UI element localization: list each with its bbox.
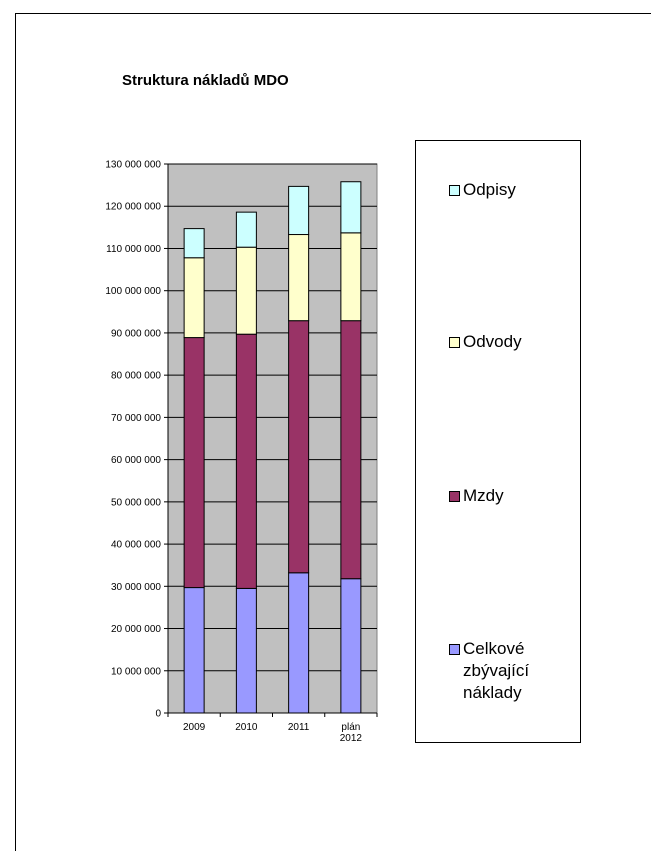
y-tick-label: 100 000 000 xyxy=(105,286,161,297)
legend-label-mzdy: Mzdy xyxy=(463,486,504,505)
bar-segment xyxy=(340,232,362,322)
legend-label-odpisy: Odpisy xyxy=(463,180,516,199)
legend-item-odvody: Odvody xyxy=(449,331,522,353)
legend-item-odpisy: Odpisy xyxy=(449,179,516,201)
x-tick-label: 2010 xyxy=(235,722,258,733)
x-tick-label: 2009 xyxy=(183,722,206,733)
legend-swatch-celkove-zbyvajici-naklady xyxy=(449,644,460,655)
chart-title: Struktura nákladů MDO xyxy=(122,72,289,89)
legend-label-celkove-zbyvajici-naklady: Celkové zbývající náklady xyxy=(463,639,530,702)
y-tick-label: 0 xyxy=(155,709,161,720)
bar-segment xyxy=(288,185,310,236)
bar-segment xyxy=(340,181,362,234)
bar-segment xyxy=(288,320,310,574)
legend-item-celkove-zbyvajici-naklady: Celkové zbývající náklady xyxy=(449,638,529,704)
legend-item-mzdy: Mzdy xyxy=(449,485,504,507)
y-tick-label: 10 000 000 xyxy=(111,666,161,677)
bar-segment xyxy=(235,246,257,335)
bar-segment xyxy=(235,333,257,589)
bar-segment xyxy=(183,228,205,259)
y-tick-label: 70 000 000 xyxy=(111,413,161,424)
bar-segment xyxy=(288,572,310,714)
chart-legend: Odpisy Odvody Mzdy Celkové zbývající nák… xyxy=(415,140,581,743)
y-tick-label: 40 000 000 xyxy=(111,540,161,551)
y-tick-label: 50 000 000 xyxy=(111,497,161,508)
bar-segment xyxy=(235,587,257,714)
y-tick-label: 110 000 000 xyxy=(106,244,161,255)
bar-segment xyxy=(288,234,310,322)
bar-segment xyxy=(235,211,257,248)
bar-segment xyxy=(340,320,362,580)
legend-swatch-mzdy xyxy=(449,491,460,502)
bar-segment xyxy=(183,587,205,714)
legend-swatch-odpisy xyxy=(449,185,460,196)
legend-label-odvody: Odvody xyxy=(463,332,522,351)
x-tick-label: 2011 xyxy=(288,722,310,733)
y-tick-label: 30 000 000 xyxy=(111,582,161,593)
y-tick-label: 90 000 000 xyxy=(111,328,161,339)
y-tick-label: 120 000 000 xyxy=(105,202,161,213)
y-tick-label: 20 000 000 xyxy=(111,624,161,635)
page-frame xyxy=(15,13,651,851)
y-tick-label: 80 000 000 xyxy=(111,371,161,382)
y-tick-label: 60 000 000 xyxy=(111,455,161,466)
bar-segment xyxy=(340,578,362,714)
bar-segment xyxy=(183,257,205,339)
x-tick-label: plán 2012 xyxy=(340,722,363,744)
legend-swatch-odvody xyxy=(449,337,460,348)
bar-segment xyxy=(183,337,205,589)
y-tick-label: 130 000 000 xyxy=(105,160,161,171)
